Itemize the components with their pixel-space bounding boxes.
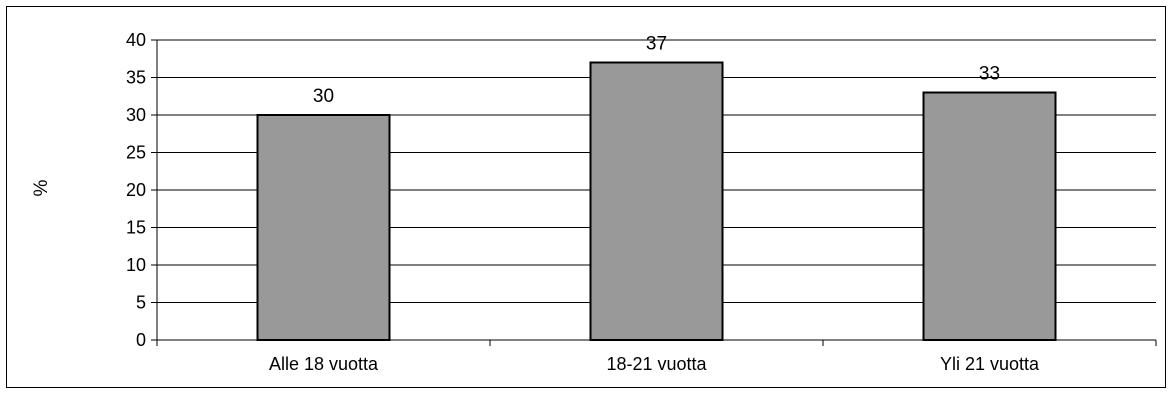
- y-tick-label: 40: [126, 30, 146, 50]
- bars: [256, 61, 1057, 341]
- y-tick-label: 35: [126, 68, 146, 88]
- y-tick-label: 10: [126, 255, 146, 275]
- bar-chart: 0 5 10 15 20 25 30 35 40 Alle 18 vuotta 18-21 vuo…: [31, 30, 1157, 374]
- x-tick-label: Yli 21 vuotta: [940, 354, 1040, 374]
- x-tick-label: Alle 18 vuotta: [269, 354, 379, 374]
- y-axis-title: %: [31, 179, 52, 196]
- data-labels: 30 37 33: [313, 34, 1000, 108]
- y-tick-label: 5: [136, 293, 146, 313]
- y-tick-label: 15: [126, 218, 146, 238]
- y-tick-label: 0: [136, 330, 146, 350]
- y-tick-label: 20: [126, 180, 146, 200]
- bar: [922, 91, 1057, 341]
- y-tick-labels: 0 5 10 15 20 25 30 35 40: [126, 30, 157, 350]
- bar: [589, 61, 724, 341]
- data-label: 37: [646, 34, 667, 55]
- data-label: 33: [979, 64, 1000, 85]
- chart-frame: 0 5 10 15 20 25 30 35 40 Alle 18 vuotta 18-21 vuo…: [6, 6, 1166, 388]
- data-label: 30: [313, 86, 334, 107]
- y-tick-label: 25: [126, 143, 146, 163]
- x-tick-label: 18-21 vuotta: [606, 354, 707, 374]
- bar: [256, 114, 391, 341]
- x-tick-labels: Alle 18 vuotta 18-21 vuotta Yli 21 vuotta: [156, 340, 1157, 374]
- y-tick-label: 30: [126, 105, 146, 125]
